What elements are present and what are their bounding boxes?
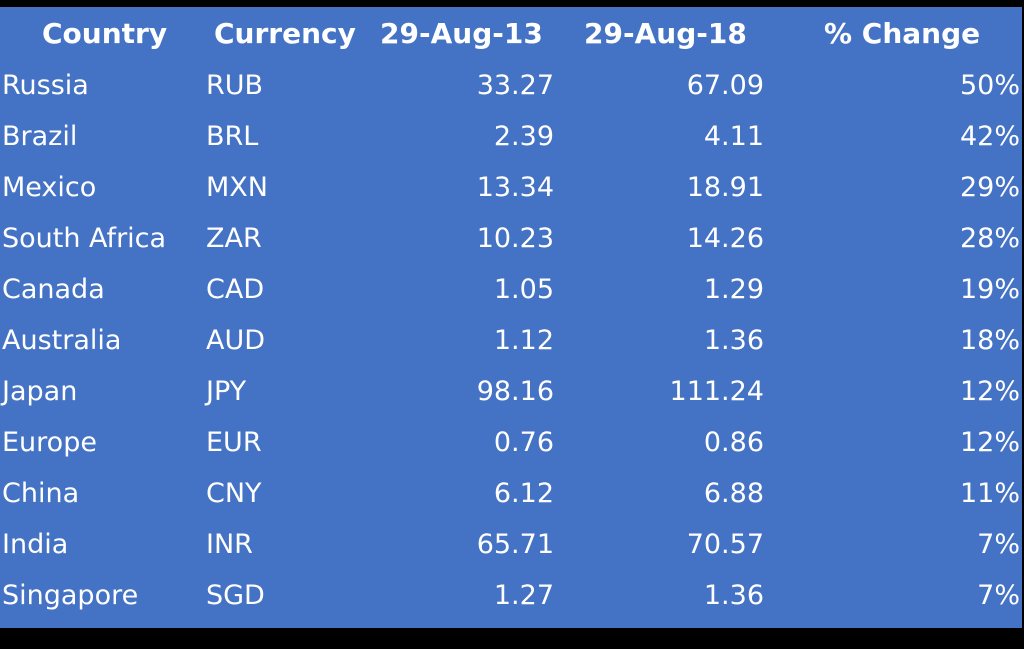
cell-currency: MXN	[206, 172, 268, 203]
cell-rate-2018: 1.29	[703, 274, 764, 305]
cell-rate-2013: 2.39	[493, 121, 554, 152]
table-row: India INR 65.71 70.57 7%	[0, 519, 1022, 570]
cell-rate-2018: 67.09	[686, 70, 764, 101]
table-row: Singapore SGD 1.27 1.36 7%	[0, 570, 1022, 621]
column-header-country: Country	[42, 17, 168, 50]
cell-rate-2018: 111.24	[669, 376, 764, 407]
cell-percent-change: 19%	[959, 274, 1020, 305]
table-row: Australia AUD 1.12 1.36 18%	[0, 315, 1022, 366]
header-row: Country Currency 29-Aug-13 29-Aug-18 % C…	[0, 7, 1022, 60]
table-row: Russia RUB 33.27 67.09 50%	[0, 60, 1022, 111]
currency-table-panel: Country Currency 29-Aug-13 29-Aug-18 % C…	[0, 7, 1022, 628]
cell-rate-2018: 4.11	[703, 121, 764, 152]
table-row: Brazil BRL 2.39 4.11 42%	[0, 111, 1022, 162]
cell-percent-change: 42%	[959, 121, 1020, 152]
cell-rate-2013: 0.76	[493, 427, 554, 458]
cell-currency: CNY	[206, 478, 262, 509]
cell-country: Europe	[2, 427, 97, 458]
table-row: Europe EUR 0.76 0.86 12%	[0, 417, 1022, 468]
column-header-percent-change: % Change	[824, 17, 981, 50]
cell-country: Canada	[2, 274, 105, 305]
cell-rate-2018: 1.36	[703, 325, 764, 356]
cell-rate-2013: 6.12	[493, 478, 554, 509]
table-header: Country Currency 29-Aug-13 29-Aug-18 % C…	[0, 7, 1022, 60]
cell-currency: EUR	[206, 427, 262, 458]
cell-rate-2018: 18.91	[686, 172, 764, 203]
cell-percent-change: 50%	[959, 70, 1020, 101]
cell-currency: AUD	[206, 325, 266, 356]
cell-country: Australia	[2, 325, 122, 356]
cell-rate-2013: 1.12	[493, 325, 554, 356]
cell-country: Russia	[2, 70, 89, 101]
cell-country: South Africa	[2, 223, 167, 254]
table-row: South Africa ZAR 10.23 14.26 28%	[0, 213, 1022, 264]
cell-currency: RUB	[206, 70, 264, 101]
cell-currency: BRL	[206, 121, 259, 152]
table-row: Mexico MXN 13.34 18.91 29%	[0, 162, 1022, 213]
cell-percent-change: 7%	[977, 529, 1020, 560]
cell-rate-2013: 33.27	[476, 70, 554, 101]
cell-percent-change: 12%	[959, 427, 1020, 458]
cell-country: China	[2, 478, 80, 509]
cell-country: Japan	[2, 376, 78, 407]
column-header-date-2013: 29-Aug-13	[380, 17, 543, 50]
table-row: Canada CAD 1.05 1.29 19%	[0, 264, 1022, 315]
cell-currency: CAD	[206, 274, 265, 305]
cell-percent-change: 28%	[959, 223, 1020, 254]
table-row: Japan JPY 98.16 111.24 12%	[0, 366, 1022, 417]
cell-country: Singapore	[2, 580, 139, 611]
cell-rate-2013: 10.23	[476, 223, 554, 254]
cell-currency: JPY	[206, 376, 247, 407]
cell-country: Mexico	[2, 172, 97, 203]
cell-percent-change: 11%	[959, 478, 1020, 509]
cell-percent-change: 7%	[977, 580, 1020, 611]
currency-change-table: Country Currency 29-Aug-13 29-Aug-18 % C…	[0, 7, 1022, 621]
cell-currency: ZAR	[206, 223, 262, 254]
cell-country: Brazil	[2, 121, 78, 152]
cell-rate-2018: 1.36	[703, 580, 764, 611]
cell-rate-2018: 70.57	[686, 529, 764, 560]
cell-percent-change: 29%	[959, 172, 1020, 203]
cell-rate-2013: 65.71	[476, 529, 554, 560]
cell-rate-2013: 1.05	[493, 274, 554, 305]
table-body: Russia RUB 33.27 67.09 50% Brazil BRL 2.39 4.11 4…	[0, 60, 1022, 621]
cell-rate-2013: 13.34	[476, 172, 554, 203]
cell-rate-2013: 1.27	[493, 580, 554, 611]
table-row: China CNY 6.12 6.88 11%	[0, 468, 1022, 519]
cell-currency: SGD	[206, 580, 265, 611]
cell-rate-2018: 6.88	[703, 478, 764, 509]
cell-country: India	[2, 529, 69, 560]
column-header-currency: Currency	[214, 17, 356, 50]
cell-currency: INR	[206, 529, 253, 560]
column-header-date-2018: 29-Aug-18	[584, 17, 747, 50]
cell-percent-change: 18%	[959, 325, 1020, 356]
cell-rate-2013: 98.16	[476, 376, 554, 407]
cell-percent-change: 12%	[959, 376, 1020, 407]
cell-rate-2018: 0.86	[703, 427, 764, 458]
cell-rate-2018: 14.26	[686, 223, 764, 254]
